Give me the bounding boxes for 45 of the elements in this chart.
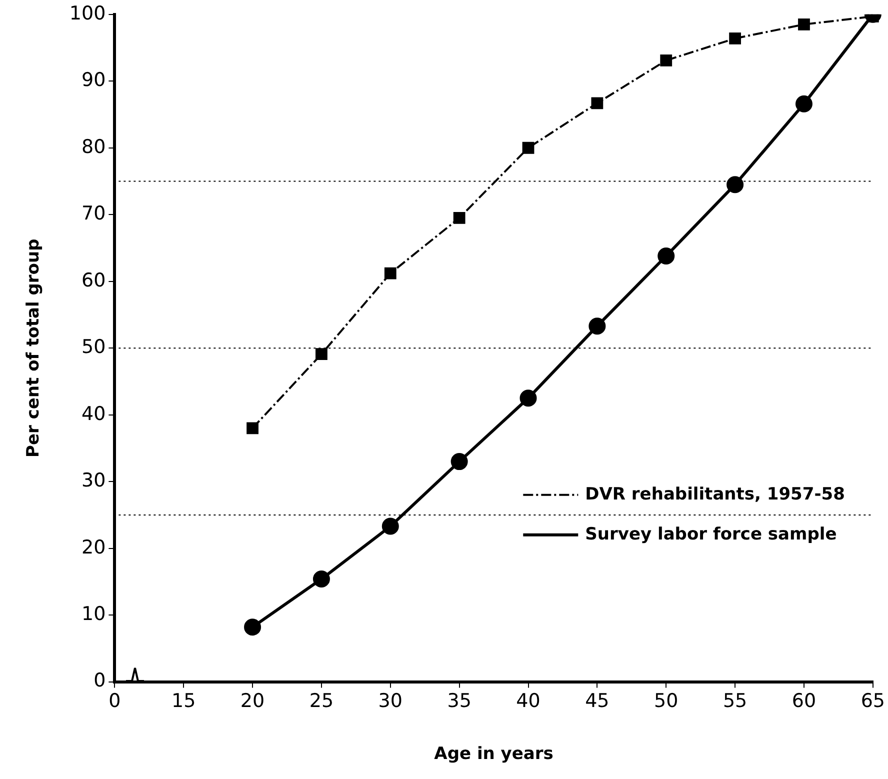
point xyxy=(382,518,399,535)
point xyxy=(658,248,675,264)
y-tick-label: 50 xyxy=(81,336,106,358)
y-tick-label: 80 xyxy=(81,136,106,158)
point xyxy=(244,618,262,636)
point xyxy=(798,18,810,30)
x-tick-label: 35 xyxy=(447,690,472,712)
y-axis-title: Per cent of total group xyxy=(24,238,44,458)
x-tick-label: 60 xyxy=(792,690,816,712)
x-tick-label: 0 xyxy=(108,690,121,712)
y-tick-label: 20 xyxy=(81,536,106,558)
x-tick-label: 55 xyxy=(722,690,748,712)
point xyxy=(795,95,812,112)
x-axis-title: Age in years xyxy=(434,744,554,764)
point xyxy=(316,348,328,360)
x-tick-label: 50 xyxy=(654,690,678,712)
x-tick-label: 25 xyxy=(309,690,334,712)
point xyxy=(453,212,466,224)
point xyxy=(246,422,258,434)
point xyxy=(588,318,606,335)
y-tick-label: 60 xyxy=(81,269,106,292)
point xyxy=(520,390,537,407)
x-tick-label: 45 xyxy=(585,690,610,712)
legend-label: DVR rehabilitants, 1957-58 xyxy=(585,484,845,504)
point xyxy=(450,453,468,470)
x-tick-label: 15 xyxy=(172,690,196,712)
point xyxy=(312,570,330,588)
x-tick-label: 20 xyxy=(240,690,265,712)
x-tick-label: 30 xyxy=(378,690,402,712)
point xyxy=(522,142,534,154)
x-tick-label: 65 xyxy=(860,690,886,712)
point xyxy=(591,97,604,110)
x-tick-label: 40 xyxy=(516,690,540,712)
point xyxy=(726,176,744,194)
y-tick-label: 10 xyxy=(81,602,106,625)
legend-label: Survey labor force sample xyxy=(585,524,837,544)
y-tick-label: 40 xyxy=(81,402,106,425)
y-tick-label: 100 xyxy=(69,2,106,24)
point xyxy=(384,267,396,280)
y-tick-label: 30 xyxy=(81,470,106,492)
point xyxy=(729,32,741,44)
y-tick-label: 70 xyxy=(81,202,106,225)
point xyxy=(660,54,672,66)
y-tick-label: 0 xyxy=(94,670,106,692)
y-tick-label: 90 xyxy=(81,69,106,92)
